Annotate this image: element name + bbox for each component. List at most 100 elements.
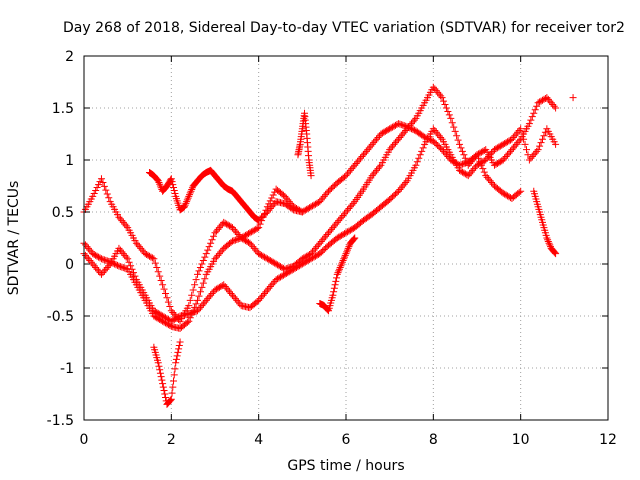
- data-point: [355, 156, 363, 164]
- data-point: [186, 296, 194, 304]
- data-point: [228, 224, 236, 232]
- data-point: [514, 128, 522, 136]
- data-point: [269, 191, 277, 199]
- data-point: [476, 149, 484, 157]
- data-point: [371, 168, 379, 176]
- data-point: [287, 267, 295, 275]
- data-point: [224, 221, 232, 229]
- data-point: [313, 251, 321, 259]
- chart-title: Day 268 of 2018, Sidereal Day-to-day VTE…: [63, 20, 625, 36]
- data-point: [269, 201, 277, 209]
- data-point: [169, 309, 177, 317]
- data-point: [512, 140, 520, 148]
- data-point: [96, 178, 104, 186]
- data-point: [569, 94, 577, 102]
- data-point: [150, 255, 158, 263]
- data-point: [518, 130, 526, 138]
- data-point: [215, 250, 223, 258]
- data-point: [233, 229, 241, 237]
- data-point: [275, 262, 283, 270]
- data-point: [447, 114, 455, 122]
- data-point: [256, 250, 264, 258]
- data-point: [288, 205, 296, 213]
- data-point: [499, 189, 507, 197]
- data-point: [495, 159, 503, 167]
- data-point: [210, 232, 218, 240]
- data-point: [469, 166, 477, 174]
- data-point: [90, 262, 98, 270]
- data-point: [159, 380, 167, 388]
- data-point: [480, 168, 488, 176]
- data-point: [528, 113, 536, 121]
- y-tick-label: 0.5: [52, 205, 74, 221]
- data-point: [434, 130, 442, 138]
- data-point: [319, 236, 327, 244]
- data-point: [466, 170, 474, 178]
- data-point: [349, 199, 357, 207]
- data-point: [333, 234, 341, 242]
- data-point: [413, 158, 421, 166]
- data-point: [144, 251, 152, 259]
- data-point: [393, 137, 401, 145]
- data-point: [469, 156, 477, 164]
- data-point: [272, 276, 280, 284]
- data-point: [335, 217, 343, 225]
- data-point: [119, 218, 127, 226]
- data-point: [192, 276, 200, 284]
- data-point: [444, 153, 452, 161]
- x-tick-label: 4: [254, 432, 263, 448]
- data-point: [335, 233, 343, 241]
- data-point: [499, 140, 507, 148]
- data-point: [93, 184, 101, 192]
- data-point: [223, 284, 231, 292]
- data-point: [522, 146, 530, 154]
- x-tick-label: 2: [167, 432, 176, 448]
- data-point: [551, 249, 559, 257]
- data-point: [456, 140, 464, 148]
- data-point: [183, 318, 191, 326]
- data-point: [533, 147, 541, 155]
- data-point: [333, 270, 341, 278]
- data-point: [311, 244, 319, 252]
- data-point: [350, 235, 358, 243]
- data-point: [201, 275, 209, 283]
- data-point: [132, 239, 140, 247]
- data-point: [480, 146, 488, 154]
- data-point: [330, 284, 338, 292]
- data-point: [218, 246, 226, 254]
- data-point: [228, 291, 236, 299]
- data-point: [293, 263, 301, 271]
- data-point: [482, 172, 490, 180]
- data-point: [332, 277, 340, 285]
- data-point: [419, 144, 427, 152]
- data-point: [303, 205, 311, 213]
- data-point: [351, 161, 359, 169]
- data-point: [240, 236, 248, 244]
- data-point: [198, 302, 206, 310]
- data-point: [310, 201, 318, 209]
- data-point: [284, 196, 292, 204]
- data-point: [170, 187, 178, 195]
- data-point: [162, 393, 170, 401]
- data-point: [180, 203, 188, 211]
- data-point: [282, 194, 290, 202]
- data-point: [336, 263, 344, 271]
- data-point: [445, 111, 453, 119]
- data-point: [528, 153, 536, 161]
- data-point: [479, 158, 487, 166]
- series-dip-segment: [150, 338, 184, 408]
- data-point: [298, 260, 306, 268]
- data-point: [483, 173, 491, 181]
- data-point: [201, 253, 209, 261]
- data-point: [458, 160, 466, 168]
- data-point: [525, 156, 533, 164]
- data-point: [473, 151, 481, 159]
- y-tick-label: 2: [65, 49, 74, 65]
- data-point: [268, 203, 276, 211]
- data-point: [352, 159, 360, 167]
- data-point: [474, 150, 482, 158]
- data-point: [336, 232, 344, 240]
- data-point: [147, 253, 155, 261]
- series-tail-segment: [530, 187, 560, 258]
- data-point: [393, 189, 401, 197]
